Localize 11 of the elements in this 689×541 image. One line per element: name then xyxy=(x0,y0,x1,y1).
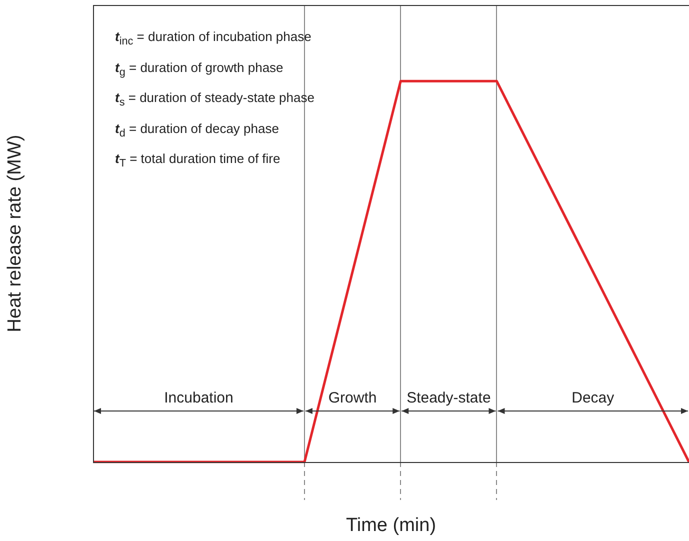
y-axis-title: Heat release rate (MW) xyxy=(4,134,26,332)
annotation: Decay xyxy=(572,390,615,407)
text: t$_{inc}$ = duration of incubation phase xyxy=(115,28,312,50)
annotation: t$_{T}$ = total duration time of fire xyxy=(115,150,282,172)
annotation: t$_{d}$ = duration of decay phase xyxy=(115,120,280,142)
annotation: Growth xyxy=(328,390,377,407)
annotation: Steady-state xyxy=(406,390,491,407)
text: t$_{g}$ = duration of growth phase xyxy=(115,58,284,80)
annotation: Incubation xyxy=(164,390,234,407)
x-axis-title: Time (min) xyxy=(346,514,436,536)
annotation: t$_{s}$ = duration of steady-state phase xyxy=(115,89,314,111)
